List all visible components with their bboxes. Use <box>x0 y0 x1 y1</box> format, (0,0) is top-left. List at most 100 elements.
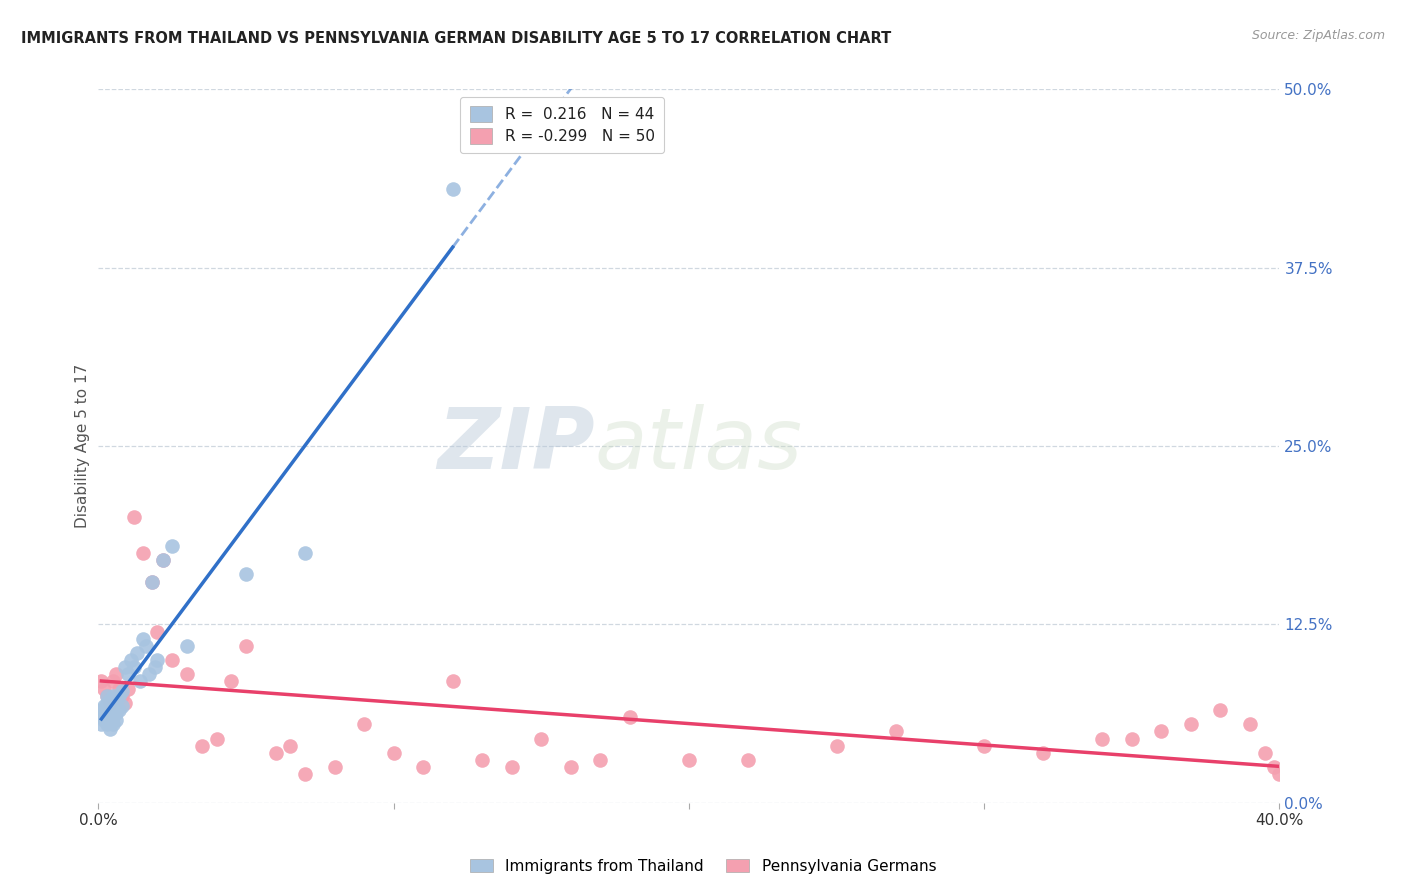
Point <box>128 674 150 689</box>
Point <box>141 574 163 589</box>
Point <box>108 689 131 703</box>
Point <box>117 681 139 696</box>
Point <box>125 646 148 660</box>
Point <box>96 717 118 731</box>
Point <box>1091 731 1114 746</box>
Point <box>205 731 228 746</box>
Point <box>1150 724 1173 739</box>
Point <box>122 510 145 524</box>
Point <box>737 753 759 767</box>
Point <box>98 710 121 724</box>
Point <box>152 553 174 567</box>
Point <box>235 567 257 582</box>
Point <box>162 653 183 667</box>
Point <box>103 717 125 731</box>
Point <box>530 731 553 746</box>
Point <box>1239 717 1261 731</box>
Point <box>973 739 995 753</box>
Point <box>93 707 115 722</box>
Point <box>1180 717 1202 731</box>
Legend: R =  0.216   N = 44, R = -0.299   N = 50: R = 0.216 N = 44, R = -0.299 N = 50 <box>460 97 664 153</box>
Point <box>111 684 134 698</box>
Point <box>132 546 155 560</box>
Point <box>105 706 128 720</box>
Point <box>441 674 464 689</box>
Point <box>114 660 136 674</box>
Point <box>143 660 166 674</box>
Point <box>98 713 121 727</box>
Y-axis label: Disability Age 5 to 17: Disability Age 5 to 17 <box>75 364 90 528</box>
Point <box>117 667 139 681</box>
Point <box>93 713 115 727</box>
Point <box>105 696 128 710</box>
Point <box>589 753 612 767</box>
Point <box>176 639 198 653</box>
Point <box>90 703 112 717</box>
Legend: Immigrants from Thailand, Pennsylvania Germans: Immigrants from Thailand, Pennsylvania G… <box>464 853 942 880</box>
Point <box>96 696 118 710</box>
Point <box>884 724 907 739</box>
Point <box>191 739 214 753</box>
Point <box>108 681 131 696</box>
Point <box>114 696 136 710</box>
Point <box>103 710 125 724</box>
Text: Source: ZipAtlas.com: Source: ZipAtlas.com <box>1251 29 1385 42</box>
Point <box>90 674 112 689</box>
Point <box>96 703 118 717</box>
Text: IMMIGRANTS FROM THAILAND VS PENNSYLVANIA GERMAN DISABILITY AGE 5 TO 17 CORRELATI: IMMIGRANTS FROM THAILAND VS PENNSYLVANIA… <box>21 31 891 46</box>
Point <box>96 710 118 724</box>
Point <box>103 698 125 713</box>
Point <box>441 182 464 196</box>
Point <box>103 689 125 703</box>
Text: atlas: atlas <box>595 404 803 488</box>
Point <box>176 667 198 681</box>
Point <box>1268 767 1291 781</box>
Point <box>111 689 134 703</box>
Point <box>98 722 121 736</box>
Point <box>471 753 494 767</box>
Point <box>93 698 115 713</box>
Point <box>90 717 112 731</box>
Point <box>825 739 848 753</box>
Point <box>111 698 134 713</box>
Point <box>294 767 316 781</box>
Point <box>138 667 160 681</box>
Point <box>105 713 128 727</box>
Point <box>98 696 121 710</box>
Point <box>353 717 375 731</box>
Point <box>678 753 700 767</box>
Point <box>235 639 257 653</box>
Point <box>162 539 183 553</box>
Point <box>122 660 145 674</box>
Point <box>294 546 316 560</box>
Point <box>280 739 302 753</box>
Point <box>1032 746 1054 760</box>
Point <box>382 746 405 760</box>
Point <box>96 689 118 703</box>
Point <box>108 703 131 717</box>
Point <box>93 681 115 696</box>
Point <box>105 667 128 681</box>
Point <box>1209 703 1232 717</box>
Point <box>98 703 121 717</box>
Point <box>141 574 163 589</box>
Point <box>132 632 155 646</box>
Point <box>1254 746 1277 760</box>
Point <box>146 624 169 639</box>
Point <box>560 760 582 774</box>
Point <box>120 653 142 667</box>
Point <box>152 553 174 567</box>
Point <box>619 710 641 724</box>
Point <box>323 760 346 774</box>
Point <box>135 639 157 653</box>
Point <box>412 760 434 774</box>
Point <box>1121 731 1143 746</box>
Point <box>221 674 243 689</box>
Point <box>103 674 125 689</box>
Point <box>98 693 121 707</box>
Point <box>264 746 287 760</box>
Point <box>96 689 118 703</box>
Point <box>146 653 169 667</box>
Point <box>501 760 523 774</box>
Text: ZIP: ZIP <box>437 404 595 488</box>
